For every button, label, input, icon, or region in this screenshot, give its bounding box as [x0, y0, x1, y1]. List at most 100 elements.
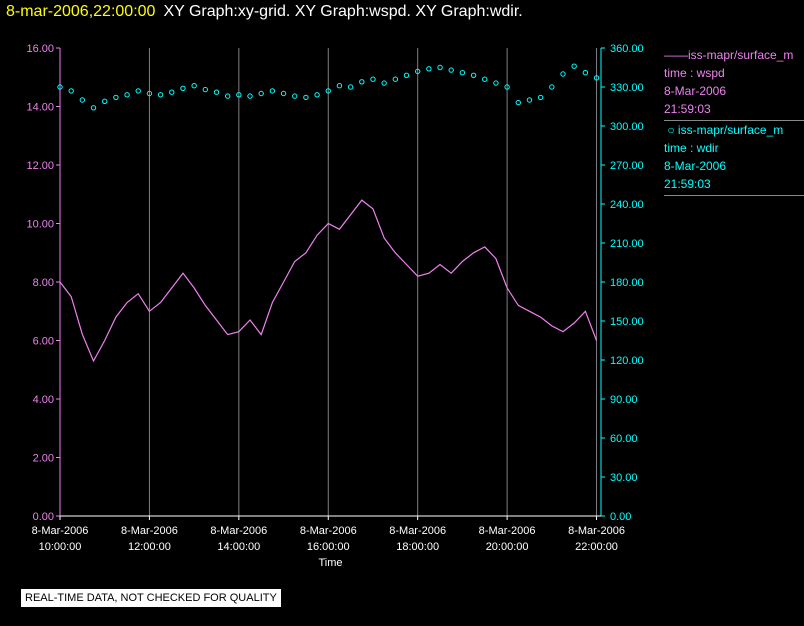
x-tick-date: 8-Mar-2006	[568, 525, 625, 537]
legend-divider	[664, 120, 804, 121]
x-tick-time: 14:00:00	[217, 541, 260, 553]
series-wdir-point	[515, 99, 521, 106]
x-tick-date: 8-Mar-2006	[479, 525, 536, 537]
x-tick-date: 8-Mar-2006	[210, 525, 267, 537]
series-wdir-point	[236, 92, 242, 98]
series-wdir-point	[537, 94, 544, 101]
series-wdir-point	[314, 92, 320, 98]
right-tick-label: 300.00	[610, 121, 644, 133]
x-tick-time: 10:00:00	[39, 541, 82, 553]
series-wdir-point	[325, 88, 331, 94]
left-tick-label: 14.00	[26, 102, 54, 114]
series-wdir-point	[526, 97, 533, 103]
series-wdir-point	[213, 89, 220, 95]
series-wdir-point	[247, 93, 253, 99]
left-tick-label: 0.00	[33, 511, 54, 523]
graph-titles: XY Graph:xy-grid. XY Graph:wspd. XY Grap…	[163, 3, 523, 20]
left-tick-label: 2.00	[33, 453, 54, 465]
series-wdir-point	[414, 68, 421, 75]
series-wdir-point	[504, 84, 510, 90]
legend: ——iss-mapr/surface_m time : wspd 8-Mar-2…	[664, 46, 804, 196]
series-wdir-point	[582, 70, 589, 76]
right-tick-label: 270.00	[610, 160, 644, 172]
series-wdir-point	[359, 79, 365, 85]
x-tick-time: 16:00:00	[307, 541, 350, 553]
x-tick-date: 8-Mar-2006	[121, 525, 178, 537]
right-tick-label: 60.00	[610, 433, 638, 445]
series-wdir-point	[549, 84, 555, 90]
series-wdir-point	[258, 90, 264, 97]
series-wdir-point	[191, 83, 197, 89]
series-wdir-point	[113, 94, 119, 101]
series-wdir-point	[336, 83, 343, 89]
legend-wdir-label: iss-mapr/surface_m	[677, 123, 784, 137]
left-tick-label: 10.00	[26, 219, 54, 231]
right-tick-label: 120.00	[610, 355, 644, 367]
right-tick-label: 330.00	[610, 82, 644, 94]
x-tick-date: 8-Mar-2006	[32, 525, 89, 537]
legend-wspd-time: 21:59:03	[664, 102, 711, 116]
legend-wspd-line2: time : wspd	[664, 66, 725, 80]
series-wdir-point	[280, 90, 287, 97]
series-wdir-point	[90, 105, 97, 111]
series-wdir-point	[79, 97, 86, 103]
x-tick-time: 12:00:00	[128, 541, 171, 553]
series-wdir-point	[269, 88, 276, 94]
series-wdir-point	[370, 76, 376, 82]
x-tick-time: 20:00:00	[486, 541, 529, 553]
left-tick-label: 12.00	[26, 160, 54, 172]
series-wdir-point	[146, 90, 153, 97]
x-tick-time: 22:00:00	[575, 541, 618, 553]
legend-wdir: ○ iss-mapr/surface_m time : wdir 8-Mar-2…	[664, 121, 804, 193]
series-wdir-point	[493, 80, 499, 86]
series-wdir-point	[459, 70, 466, 76]
series-wdir-point	[482, 76, 488, 82]
series-wdir-point	[560, 71, 566, 77]
series-wdir-point	[347, 84, 354, 90]
series-wdir-point	[381, 80, 387, 86]
series-wdir-point	[292, 93, 298, 99]
x-tick-time: 18:00:00	[396, 541, 439, 553]
legend-wdir-line2: time : wdir	[664, 141, 719, 155]
right-tick-label: 360.00	[610, 43, 644, 55]
right-tick-label: 30.00	[610, 472, 638, 484]
series-wdir-point	[392, 76, 399, 82]
left-tick-label: 16.00	[26, 43, 54, 55]
series-wdir-point	[202, 86, 209, 93]
series-wdir-point	[157, 92, 164, 98]
series-wdir-point	[68, 88, 74, 94]
legend-wspd: ——iss-mapr/surface_m time : wspd 8-Mar-2…	[664, 46, 804, 118]
x-tick-date: 8-Mar-2006	[389, 525, 446, 537]
series-wdir-point	[135, 88, 141, 94]
series-wspd-line	[59, 199, 598, 363]
series-wdir-point	[102, 98, 108, 105]
series-wdir-point	[169, 89, 175, 95]
left-tick-label: 6.00	[33, 336, 54, 348]
timestamp: 8-mar-2006,22:00:00	[6, 3, 156, 20]
legend-wspd-date: 8-Mar-2006	[664, 84, 727, 98]
right-tick-label: 90.00	[610, 394, 638, 406]
right-tick-label: 210.00	[610, 238, 644, 250]
x-axis-label: Time	[318, 557, 342, 569]
series-wdir-point	[403, 72, 410, 79]
series-wdir-point	[448, 67, 454, 73]
series-wdir-point	[470, 72, 477, 79]
x-tick-date: 8-Mar-2006	[300, 525, 357, 537]
left-tick-label: 4.00	[33, 394, 54, 406]
series-wdir-point	[593, 75, 600, 81]
series-wdir-point	[224, 93, 231, 99]
header: 8-mar-2006,22:00:00 XY Graph:xy-grid. XY …	[6, 3, 523, 21]
series-wdir-point	[303, 94, 309, 101]
right-tick-label: 0.00	[610, 511, 631, 523]
series-wdir-point	[571, 63, 577, 69]
series-wdir-point	[426, 66, 432, 72]
series-wdir-point	[180, 85, 186, 92]
legend-wdir-time: 21:59:03	[664, 177, 711, 191]
right-tick-label: 240.00	[610, 199, 644, 211]
series-wdir-point	[124, 92, 130, 98]
series-wdir-point	[437, 64, 443, 71]
series-wdir-point	[57, 84, 63, 90]
right-tick-label: 150.00	[610, 316, 644, 328]
quality-notice: REAL-TIME DATA, NOT CHECKED FOR QUALITY	[20, 588, 282, 608]
